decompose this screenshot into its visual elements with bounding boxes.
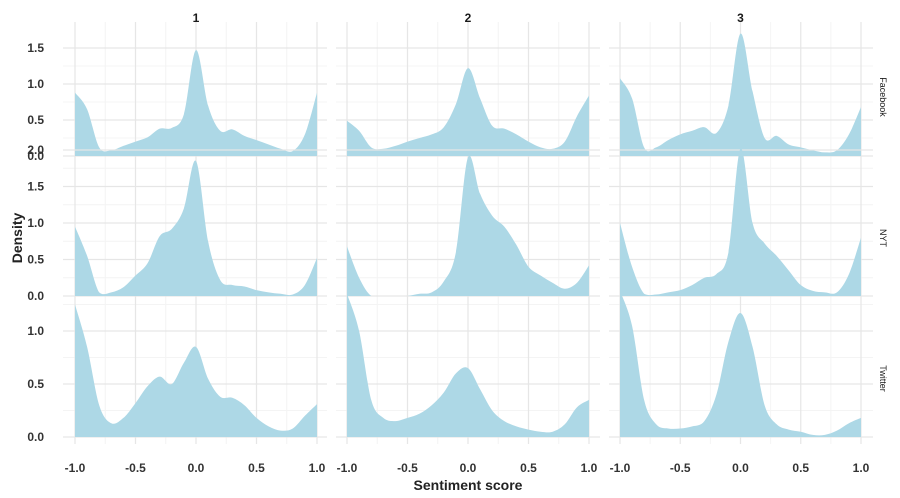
y-tick-label: 0.0	[27, 430, 44, 444]
panel-twitter-3	[609, 290, 873, 444]
y-axis-title: Density	[9, 213, 25, 264]
x-tick-label: 0.5	[520, 461, 537, 475]
x-axis-ticks: -1.0 -0.5 0.0 0.5 1.0 -1.0 -0.5 0.0 0.5 1.0 -1.0 -0…	[65, 461, 870, 475]
y-tick-label: 1.0	[27, 77, 44, 91]
panel-facebook-1	[63, 22, 327, 164]
density-area	[75, 50, 317, 156]
row-label-twitter: Twitter	[878, 365, 888, 392]
panel-facebook-2	[336, 22, 600, 164]
y-tick-label: 0.5	[27, 377, 44, 391]
x-tick-label: 0.0	[460, 461, 477, 475]
x-tick-label: 0.5	[792, 461, 809, 475]
x-tick-label: -0.5	[397, 461, 418, 475]
panel-nyt-2	[336, 149, 600, 304]
row-strip-labels: Facebook NYT Twitter	[878, 77, 888, 392]
x-tick-label: -0.5	[670, 461, 691, 475]
y-tick-label: 0.5	[27, 253, 44, 267]
y-axis-ticks: 0.00.51.01.50.00.51.01.52.00.00.51.0	[27, 41, 44, 444]
panel-facebook-3	[609, 22, 873, 164]
column-label-2: 2	[465, 11, 472, 25]
x-tick-label: 0.5	[248, 461, 265, 475]
density-area	[620, 290, 861, 437]
x-tick-label: 1.0	[853, 461, 870, 475]
panel-twitter-2	[336, 293, 600, 444]
y-tick-label: 1.0	[27, 324, 44, 338]
density-area	[347, 68, 589, 156]
panels	[63, 22, 873, 444]
panel-nyt-1	[63, 149, 327, 304]
panel-nyt-3	[609, 148, 873, 304]
y-tick-label: 1.5	[27, 180, 44, 194]
density-area	[347, 155, 589, 296]
density-area	[620, 148, 861, 296]
y-tick-label: 0.0	[27, 289, 44, 303]
y-tick-label: 0.0	[27, 149, 44, 163]
y-tick-label: 0.5	[27, 113, 44, 127]
y-tick-label: 1.5	[27, 41, 44, 55]
x-tick-label: -1.0	[65, 461, 86, 475]
y-tick-label: 2.0	[27, 143, 44, 157]
column-label-3: 3	[737, 11, 744, 25]
x-tick-label: 1.0	[581, 461, 598, 475]
x-tick-label: -0.5	[125, 461, 146, 475]
panel-twitter-1	[63, 304, 327, 444]
column-strip-labels: 1 2 3	[193, 11, 745, 25]
x-axis-title: Sentiment score	[414, 477, 523, 493]
y-tick-label: 1.0	[27, 216, 44, 230]
x-tick-label: 0.0	[732, 461, 749, 475]
density-area	[347, 293, 589, 437]
density-area	[75, 160, 317, 296]
column-label-1: 1	[193, 11, 200, 25]
x-tick-label: 1.0	[309, 461, 326, 475]
x-tick-label: -1.0	[337, 461, 358, 475]
x-tick-label: 0.0	[188, 461, 205, 475]
density-area	[620, 33, 861, 156]
row-label-facebook: Facebook	[878, 77, 888, 117]
density-area	[75, 304, 317, 437]
x-tick-label: -1.0	[610, 461, 631, 475]
row-label-nyt: NYT	[878, 229, 888, 248]
